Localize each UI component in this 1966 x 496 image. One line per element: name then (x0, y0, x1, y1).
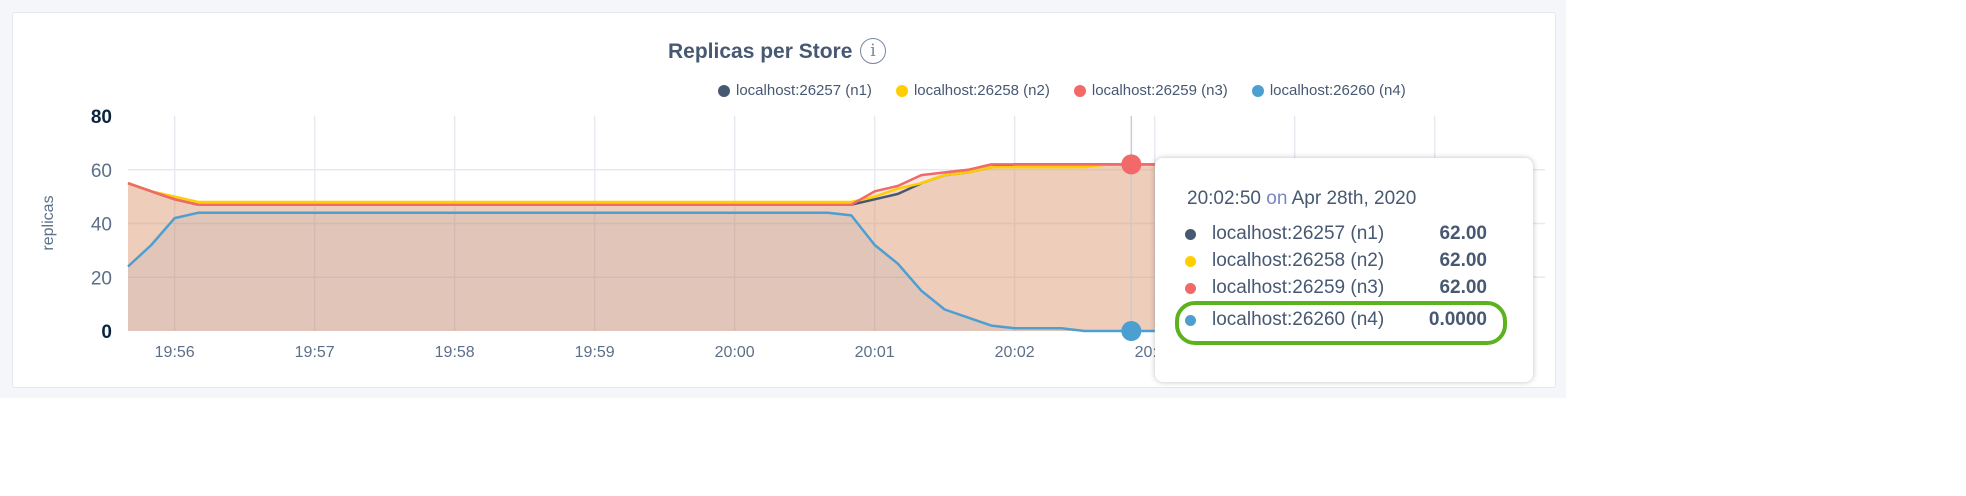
hover-tooltip: 20:02:50 on Apr 28th, 2020 localhost:262… (1155, 158, 1533, 382)
tooltip-row-label: localhost:26258 (n2) (1212, 250, 1385, 271)
legend-item-n4[interactable]: localhost:26260 (n4) (1251, 82, 1406, 99)
tooltip-row-n1: localhost:26257 (n1) 62.00 (1185, 220, 1505, 248)
legend-label: localhost:26260 (n4) (1269, 82, 1406, 99)
y-tick-label: 80 (91, 107, 112, 128)
x-tick-label: 20:01 (855, 344, 895, 361)
x-tick-label: 19:57 (295, 344, 335, 361)
chart-title: Replicas per Store (668, 40, 853, 63)
tooltip-row-n2: localhost:26258 (n2) 62.00 (1185, 247, 1505, 275)
legend-label: localhost:26258 (n2) (913, 82, 1050, 99)
x-tick-label: 20:00 (715, 344, 755, 361)
tooltip-date: Apr 28th, 2020 (1291, 188, 1417, 209)
tooltip-row-n3: localhost:26259 (n3) 62.00 (1185, 274, 1505, 302)
series-dot-icon (1185, 255, 1196, 267)
tooltip-time: 20:02:50 (1187, 188, 1261, 209)
legend-label: localhost:26259 (n3) (1091, 82, 1228, 99)
legend-dot-icon (1251, 84, 1264, 97)
x-tick-label: 20:02 (995, 344, 1035, 361)
y-tick-label: 0 (101, 322, 112, 343)
tooltip-timestamp: 20:02:50 on Apr 28th, 2020 (1187, 188, 1416, 210)
hover-marker-n3 (1121, 154, 1142, 175)
legend-item-n1[interactable]: localhost:26257 (n1) (718, 82, 872, 99)
series-dot-icon (1185, 228, 1196, 240)
y-tick-label: 20 (91, 268, 112, 289)
y-tick-label: 60 (91, 161, 112, 182)
tooltip-row-value: 62.00 (1439, 277, 1487, 298)
legend-item-n2[interactable]: localhost:26258 (n2) (895, 82, 1050, 99)
series-line-2 (127, 163, 1155, 204)
tooltip-row-label: localhost:26257 (n1) (1212, 223, 1385, 244)
y-tick-label: 40 (91, 215, 112, 236)
hover-marker-n4 (1121, 321, 1142, 341)
legend-label: localhost:26257 (n1) (736, 82, 872, 99)
series-area-4 (128, 212, 1155, 331)
tooltip-row-value: 62.00 (1439, 250, 1487, 271)
x-tick-label: 19:59 (575, 344, 615, 361)
tooltip-row-value: 62.00 (1439, 223, 1487, 244)
x-tick-label: 19:56 (155, 344, 195, 361)
legend-item-n3[interactable]: localhost:26259 (n3) (1073, 82, 1228, 99)
y-axis-label: replicas (40, 195, 57, 250)
legend: localhost:26257 (n1) localhost:26258 (n2… (718, 82, 1406, 99)
legend-dot-icon (1073, 84, 1086, 97)
series-line-4 (127, 211, 1155, 333)
tooltip-row-value: 0.0000 (1428, 309, 1487, 330)
series-area-2 (128, 164, 1155, 331)
series-line-3 (127, 163, 1155, 206)
x-tick-label: 19:58 (435, 344, 475, 361)
tooltip-row-label: localhost:26259 (n3) (1212, 277, 1385, 298)
highlight-outline (1175, 301, 1507, 345)
legend-dot-icon (895, 84, 908, 97)
series-area-3 (128, 164, 1155, 331)
tooltip-row-label: localhost:26260 (n4) (1212, 309, 1385, 330)
info-circle-icon[interactable]: i (860, 38, 886, 64)
legend-dot-icon (718, 84, 730, 97)
series-dot-icon (1185, 282, 1196, 294)
series-area-1 (128, 164, 1155, 331)
tooltip-on: on (1266, 188, 1288, 209)
